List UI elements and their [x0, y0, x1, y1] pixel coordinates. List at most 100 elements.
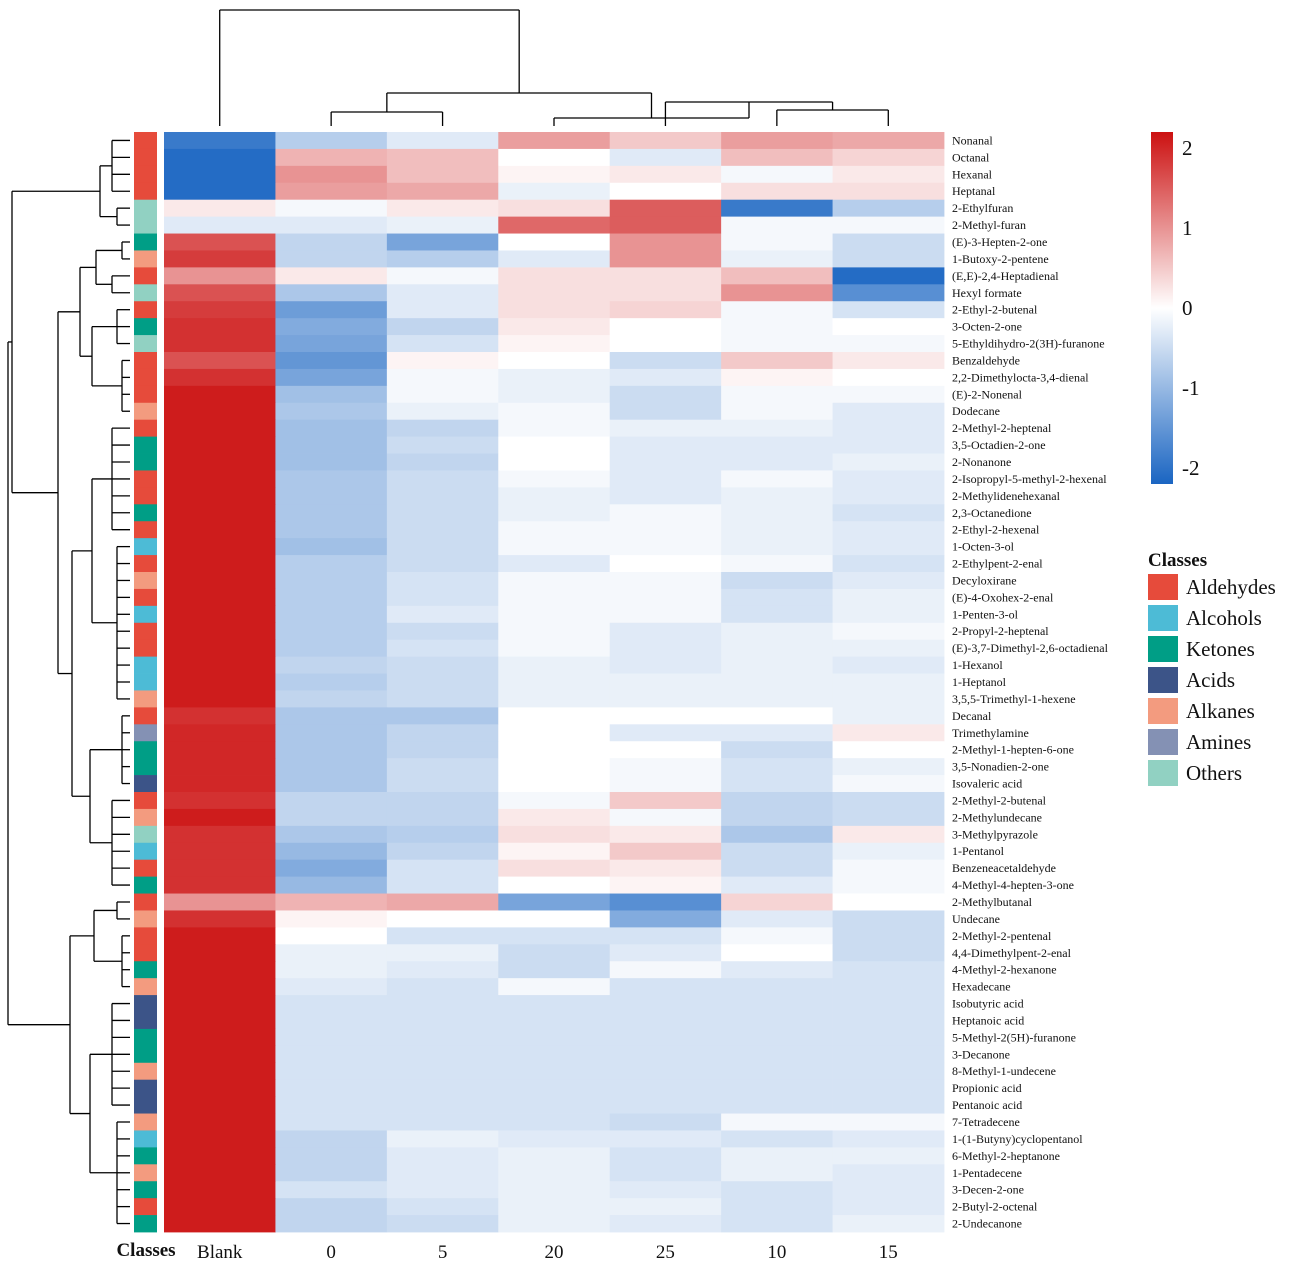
class-annotation-cell: [134, 250, 157, 268]
heatmap-cell: [275, 284, 388, 302]
heatmap-cell: [721, 1181, 833, 1199]
heatmap-cell: [164, 1045, 276, 1064]
heatmap-cell: [498, 1164, 611, 1182]
heatmap-cell: [275, 1096, 388, 1114]
heatmap-cell: [498, 1130, 611, 1148]
heatmap-cell: [498, 1198, 611, 1216]
row-label: 3,5,5-Trimethyl-1-hexene: [952, 692, 1076, 706]
heatmap-cell: [164, 758, 276, 776]
heatmap-cell: [164, 301, 276, 319]
heatmap-cell: [386, 893, 499, 911]
heatmap-cell: [386, 301, 499, 319]
heatmap-cell: [164, 182, 276, 201]
class-annotation-cell: [134, 1215, 157, 1233]
heatmap-cell: [721, 521, 833, 539]
heatmap-cell: [275, 808, 388, 827]
heatmap-cell: [498, 504, 611, 522]
heatmap-cell: [164, 808, 276, 827]
row-label: Heptanal: [952, 184, 996, 198]
heatmap-cell: [498, 572, 611, 590]
heatmap-cell: [832, 1215, 945, 1233]
heatmap-cell: [164, 555, 276, 573]
class-annotation-cell: [134, 1113, 157, 1131]
heatmap-cell: [498, 961, 611, 979]
heatmap-cell: [498, 267, 611, 285]
heatmap-cell: [721, 436, 833, 454]
row-label: 1-Pentadecene: [952, 1166, 1022, 1180]
heatmap-cell: [832, 758, 945, 776]
row-label: Trimethylamine: [952, 726, 1029, 740]
heatmap-cell: [498, 910, 611, 928]
heatmap-cell: [386, 639, 499, 658]
heatmap-cell: [721, 301, 833, 319]
heatmap-cell: [832, 284, 945, 302]
heatmap-cell: [498, 1012, 611, 1030]
heatmap-cell: [498, 876, 611, 894]
heatmap-cell: [721, 1028, 833, 1047]
heatmap-cell: [275, 707, 388, 725]
row-label: (E)-3-Hepten-2-one: [952, 235, 1047, 249]
heatmap-cell: [609, 1181, 722, 1199]
heatmap-cell: [721, 199, 833, 218]
class-annotation-cell: [134, 978, 157, 996]
heatmap-cell: [721, 588, 833, 607]
heatmap-cell: [275, 758, 388, 776]
heatmap-cell: [386, 656, 499, 674]
heatmap-cell: [832, 1045, 945, 1064]
heatmap-cell: [164, 419, 276, 438]
class-annotation-cell: [134, 758, 157, 776]
heatmap-cell: [609, 673, 722, 691]
class-annotation-cell: [134, 1130, 157, 1148]
heatmap-cell: [832, 487, 945, 505]
row-label: Benzaldehyde: [952, 353, 1020, 367]
heatmap-cell: [386, 1113, 499, 1131]
heatmap-cell: [832, 741, 945, 759]
heatmap-cell: [721, 250, 833, 268]
class-annotation-cell: [134, 301, 157, 319]
heatmap-cell: [275, 859, 388, 878]
heatmap-cell: [275, 605, 388, 624]
row-label: Benzeneacetaldehyde: [952, 861, 1056, 875]
heatmap-cell: [386, 165, 499, 184]
heatmap-cell: [609, 521, 722, 539]
heatmap-cell: [275, 1181, 388, 1199]
heatmap-cell: [832, 555, 945, 573]
heatmap-cell: [275, 724, 388, 742]
heatmap-cell: [386, 944, 499, 962]
heatmap-cell: [275, 927, 388, 945]
heatmap-cell: [275, 1028, 388, 1047]
row-label: 1-Octen-3-ol: [952, 540, 1015, 554]
heatmap-cell: [498, 318, 611, 336]
heatmap-cell: [386, 825, 499, 844]
heatmap-cell: [721, 233, 833, 251]
heatmap-cell: [275, 893, 388, 911]
heatmap-cell: [498, 402, 611, 421]
heatmap-cell: [164, 605, 276, 624]
column-label: 0: [326, 1242, 336, 1263]
class-annotation-cell: [134, 690, 157, 708]
heatmap-cell: [609, 910, 722, 928]
heatmap-cell: [386, 267, 499, 285]
heatmap-cell: [164, 1198, 276, 1216]
heatmap-cell: [721, 1198, 833, 1216]
heatmap-cell: [832, 622, 945, 641]
heatmap-cell: [721, 572, 833, 590]
heatmap-cell: [386, 961, 499, 979]
heatmap-cell: [275, 1198, 388, 1216]
heatmap-cell: [832, 673, 945, 691]
row-label: Isobutyric acid: [952, 997, 1024, 1011]
row-label: Isovaleric acid: [952, 777, 1022, 791]
heatmap-cell: [832, 605, 945, 624]
heatmap-cell: [721, 741, 833, 759]
heatmap-cell: [164, 385, 276, 404]
heatmap-cell: [832, 724, 945, 742]
row-label: 1-Penten-3-ol: [952, 607, 1019, 621]
heatmap-cell: [164, 1130, 276, 1148]
heatmap-cell: [498, 978, 611, 996]
heatmap-cell: [609, 825, 722, 844]
heatmap-cell: [164, 1012, 276, 1030]
heatmap-cell: [386, 1147, 499, 1165]
row-label: Dodecane: [952, 404, 1000, 418]
heatmap-cell: [164, 876, 276, 894]
heatmap-cell: [609, 893, 722, 911]
